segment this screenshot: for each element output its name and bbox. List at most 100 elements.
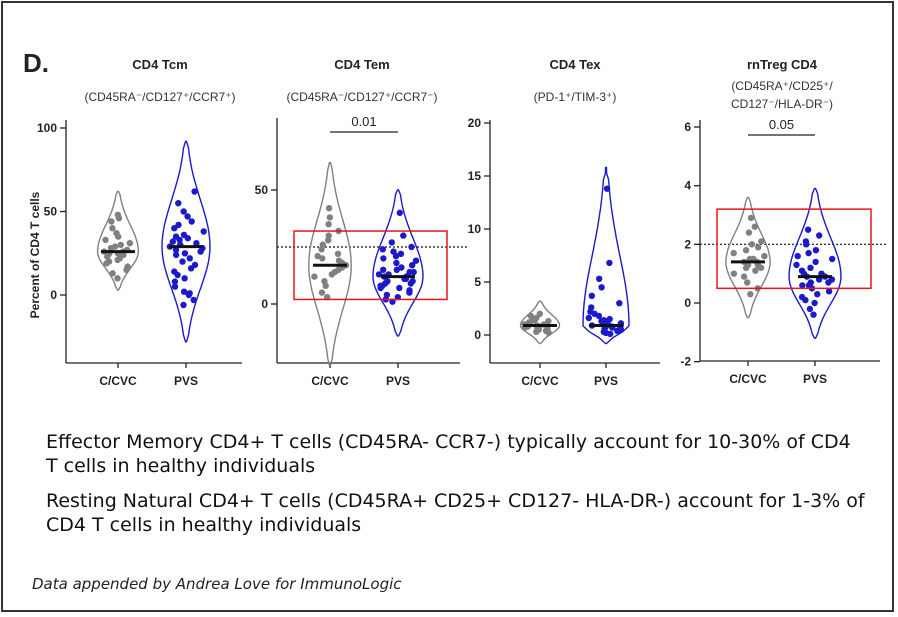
chart1-data-point	[190, 296, 197, 304]
chart2-data-point	[396, 284, 403, 292]
chart2-data-point	[392, 252, 400, 260]
chart1-data-point	[107, 245, 115, 252]
chart4-violin-1	[725, 196, 771, 319]
chart4-data-point	[816, 232, 823, 239]
chart1-data-point	[180, 288, 188, 295]
chart3-data-point	[606, 259, 613, 267]
chart4-y-tick-label: 0	[684, 296, 691, 310]
credit-line: Data appended by Andrea Love for ImmunoL…	[32, 575, 402, 593]
chart2-data-point	[408, 243, 415, 251]
chart1-data-point	[169, 238, 176, 245]
chart2-data-point	[318, 246, 325, 253]
chart4-data-point	[829, 255, 836, 263]
chart4-data-point	[810, 311, 817, 318]
chart3-data-point	[616, 300, 623, 307]
chart4-data-point	[807, 264, 814, 271]
chart1-data-point	[172, 246, 180, 254]
chart4-data-point	[812, 247, 820, 254]
chart4-y-tick-label: 2	[684, 237, 691, 251]
chart4-data-point	[825, 279, 832, 286]
chart1-data-point	[191, 188, 198, 195]
y-axis-label: Percent of CD4 T cells	[28, 191, 42, 318]
chart2-data-point	[375, 271, 383, 278]
chart2-y-tick-label: 50	[255, 183, 269, 197]
chart4-data-point	[745, 229, 753, 236]
chart3-violin-2	[582, 166, 630, 345]
chart1-data-point	[171, 278, 179, 285]
chart1-data-point	[176, 236, 183, 244]
chart2-data-point	[407, 280, 414, 287]
chart2-data-point	[393, 266, 400, 273]
chart4-data-point	[748, 241, 756, 248]
chart1-data-point	[108, 218, 115, 225]
chart1-title: CD4 Tcm	[132, 57, 187, 72]
chart2-subtitle: (CD45RA⁻/CD127⁺/CCR7⁻)	[286, 90, 437, 104]
chart1-data-point	[123, 266, 130, 274]
chart2-highlight-box	[293, 230, 448, 301]
chart3-title: CD4 Tex	[549, 57, 601, 72]
chart4-data-point	[802, 296, 809, 304]
chart1-data-point	[179, 258, 186, 265]
chart3-data-point	[598, 284, 605, 291]
chart4-violin-2	[788, 187, 842, 339]
chart1-data-point	[171, 225, 178, 232]
chart2-data-point	[406, 289, 413, 296]
chart1-violin-1	[96, 190, 140, 291]
chart3-data-point	[533, 328, 540, 335]
chart4-data-point	[747, 214, 755, 222]
chart1-data-point	[117, 241, 125, 249]
chart2-data-point	[393, 259, 400, 267]
chart3-category-label: C/CVC	[521, 374, 559, 388]
chart1-data-point	[109, 225, 116, 232]
chart4-data-point	[806, 305, 814, 313]
chart2-violin-1	[308, 161, 352, 367]
chart1-y-tick-label: 50	[44, 205, 58, 219]
chart1-data-point	[184, 213, 191, 220]
chart1-data-point	[188, 218, 195, 225]
chart4-data-point	[755, 244, 762, 251]
chart3-data-point	[595, 312, 603, 320]
chart4-data-point	[761, 252, 768, 260]
chart2-data-point	[410, 268, 417, 276]
chart4-data-point	[799, 282, 806, 289]
chart1-data-point	[180, 301, 187, 309]
note-effector-memory: Effector Memory CD4+ T cells (CD45RA- CC…	[46, 431, 851, 477]
chart1-data-point	[114, 275, 121, 282]
chart3-data-point	[531, 317, 538, 324]
chart4-category-label: C/CVC	[729, 372, 767, 386]
chart1-data-point	[180, 208, 187, 215]
chart3-data-point	[607, 330, 614, 338]
chart1-data-point	[102, 236, 109, 244]
chart1-y-tick-label: 100	[37, 121, 57, 135]
chart2-data-point	[322, 282, 329, 289]
chart1-data-point	[174, 271, 181, 279]
chart2-data-point	[318, 289, 326, 296]
chart1-data-point	[126, 240, 133, 247]
chart4-data-point	[825, 288, 833, 295]
chart1-data-point	[184, 235, 191, 242]
chart2-category-label: PVS	[386, 374, 410, 388]
panel-letter: D.	[23, 48, 49, 78]
chart3-y-tick-label: 0	[474, 328, 481, 342]
chart4-data-point	[742, 247, 750, 254]
chart4-data-point	[814, 291, 821, 298]
chart2-data-point	[388, 239, 395, 246]
chart1-y-tick-label: 0	[50, 288, 57, 302]
chart3-y-tick-label: 20	[468, 116, 482, 130]
chart4-highlight-box	[716, 208, 872, 290]
chart2-data-point	[397, 250, 405, 257]
chart2-data-point	[377, 284, 384, 292]
chart1-data-point	[115, 233, 122, 240]
chart4-p-value: 0.05	[769, 117, 794, 132]
chart3-data-point	[585, 314, 592, 322]
chart1-data-point	[114, 256, 121, 264]
chart4-category-label: PVS	[803, 372, 827, 386]
chart2-category-label: C/CVC	[311, 374, 349, 388]
chart1-data-point	[109, 270, 116, 277]
chart3-data-point	[588, 292, 595, 299]
chart4-y-tick-label: 6	[684, 120, 691, 134]
chart3-y-tick-label: 5	[474, 275, 481, 289]
chart4-data-point	[812, 258, 819, 266]
chart2-data-point	[311, 273, 318, 280]
